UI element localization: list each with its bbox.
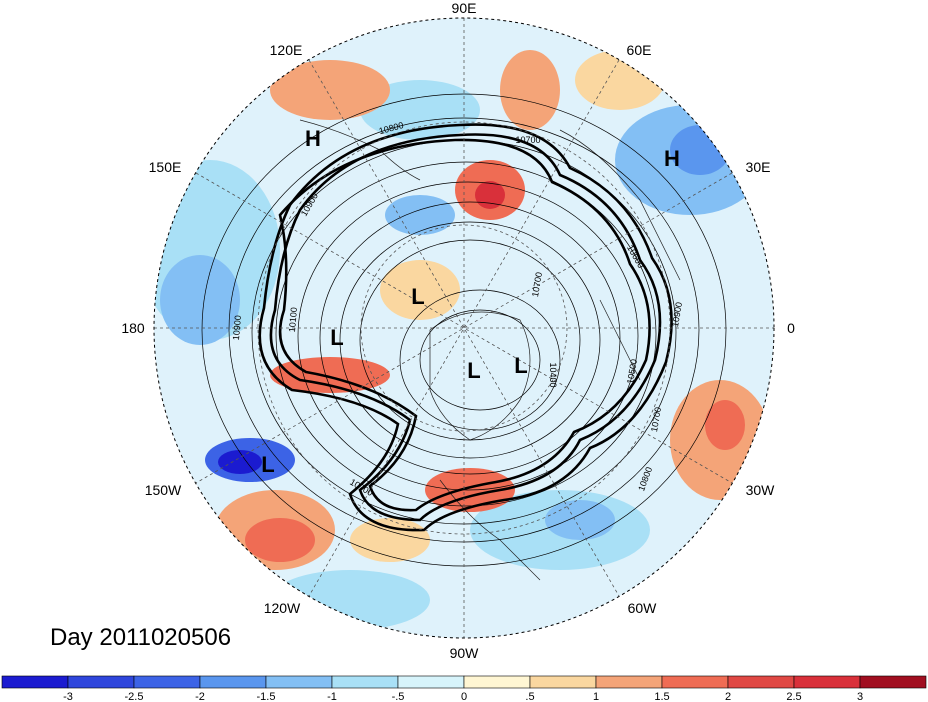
colorbar-tick-label: -1 (327, 691, 337, 702)
high-label: H (664, 146, 680, 171)
lon-label-180: 180 (121, 320, 145, 336)
lon-label-30e: 30E (746, 159, 771, 175)
map-boundary (153, 17, 775, 639)
negative-anomaly-shading (154, 80, 765, 630)
colorbar-box (661, 675, 729, 689)
colorbar-box (397, 675, 465, 689)
lon-label-150w: 150W (145, 482, 182, 498)
lon-label-150e: 150E (149, 159, 182, 175)
lon-label-60w: 60W (628, 600, 658, 616)
contour-label: 10700 (530, 271, 544, 297)
lon-label-30w: 30W (746, 482, 776, 498)
contour-label: 10900 (231, 315, 243, 341)
low-label: L (514, 353, 527, 378)
longitude-labels: 90E 60E 30E 0 30W 60W 90W 120W 150W 180 … (121, 0, 795, 661)
low-label: L (411, 284, 424, 309)
lon-label-120w: 120W (264, 600, 301, 616)
colorbar-tick-label: -.5 (392, 691, 405, 702)
lon-label-60e: 60E (627, 42, 652, 58)
pressure-system-labels: H H L L L L L (261, 126, 680, 477)
day-label: Day 2011020506 (50, 624, 231, 651)
contour-label: 10400 (548, 362, 558, 387)
colorbar-tick-label: .5 (525, 691, 534, 702)
colorbar-box (793, 675, 861, 689)
colorbar-tick-label: 3 (857, 691, 863, 702)
contour-label: 10500 (625, 358, 639, 384)
graticule (154, 18, 774, 638)
colorbar-tick-label: 2 (725, 691, 731, 702)
colorbar-tick-label: 1.5 (654, 691, 669, 702)
colorbar-box (859, 675, 927, 689)
lon-label-90e: 90E (452, 0, 477, 16)
colorbar-box (463, 675, 531, 689)
high-label: H (305, 126, 321, 151)
contour-label: 10900 (670, 301, 684, 327)
colorbar-box (1, 675, 69, 689)
colorbar-tick-label: 1 (593, 691, 599, 702)
colorbar-tick-label: 0 (461, 691, 467, 702)
low-label: L (330, 325, 343, 350)
colorbar: -3 -2.5 -2 -1.5 -1 -.5 0 .5 1 1.5 2 2.5 3 (1, 675, 927, 702)
contour-label: 10100 (287, 307, 299, 333)
map-disk (154, 18, 774, 638)
colorbar-box (199, 675, 267, 689)
colorbar-box (67, 675, 135, 689)
contour-label: 10700 (515, 135, 540, 145)
low-label: L (261, 452, 274, 477)
contour-label: 10700 (649, 406, 663, 432)
colorbar-tick-label: -3 (63, 691, 73, 702)
lon-label-90w: 90W (450, 645, 480, 661)
jet-contours (258, 123, 673, 532)
colorbar-tick-label: -1.5 (257, 691, 276, 702)
lon-label-0: 0 (787, 320, 795, 336)
colorbar-box (529, 675, 597, 689)
low-label: L (467, 358, 480, 383)
colorbar-box (331, 675, 399, 689)
lon-label-120e: 120E (270, 42, 303, 58)
colorbar-box (133, 675, 201, 689)
colorbar-tick-label: -2 (195, 691, 205, 702)
colorbar-tick-label: 2.5 (786, 691, 801, 702)
colorbar-box (595, 675, 663, 689)
colorbar-box (727, 675, 795, 689)
colorbar-box (265, 675, 333, 689)
colorbar-tick-label: -2.5 (125, 691, 144, 702)
